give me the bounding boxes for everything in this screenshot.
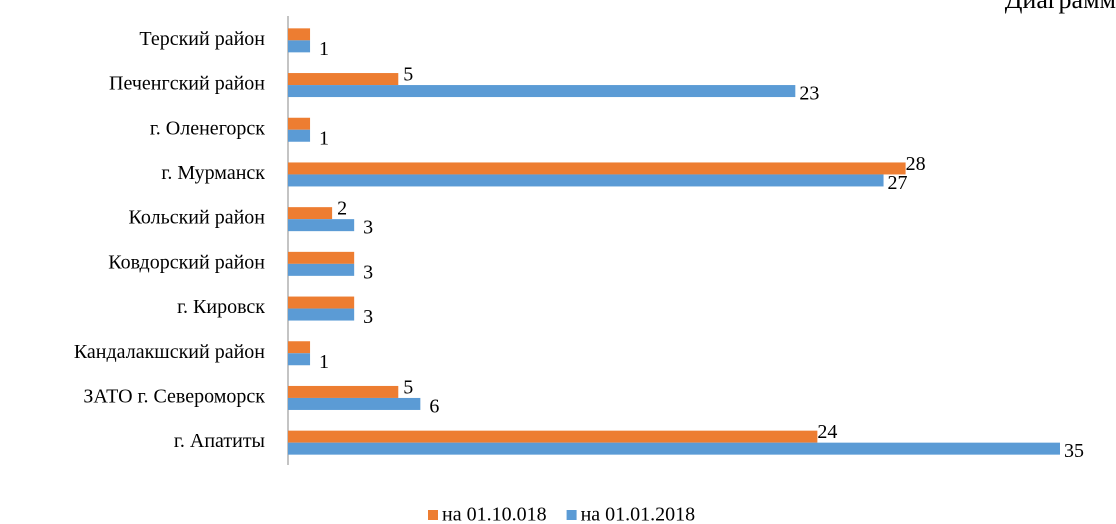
bar [288,117,311,130]
data-label: 3 [363,306,373,328]
category-label: Ковдорский район [108,251,265,273]
category-label: г. Кировск [177,296,265,318]
category-label: г. Мурманск [161,162,265,184]
category-label: г. Апатиты [174,430,265,452]
bar [288,40,311,53]
category-label: Терский район [139,28,265,50]
data-label: 27 [888,172,908,194]
bar [288,341,311,354]
data-label: 23 [799,83,819,105]
bar [288,28,311,41]
legend-label: на 01.10.018 [442,504,547,524]
data-label: 35 [1064,440,1084,462]
bar [288,397,421,410]
category-label: Печенгский район [109,73,265,95]
bar [288,219,355,232]
data-label: 2 [337,198,347,220]
legend-swatch [566,510,577,520]
data-label: 28 [906,153,926,175]
legend-label: на 01.01.2018 [581,504,696,524]
data-label: 6 [429,396,439,418]
bar [288,174,884,187]
data-label: 3 [363,261,373,283]
bar [288,263,355,276]
category-label: Кандалакшский район [74,341,265,363]
legend-swatch [428,510,438,520]
data-label: 5 [403,377,413,399]
data-label: 1 [319,127,329,149]
bar [288,308,355,321]
bar [288,207,333,220]
bar [288,385,399,398]
data-label: 24 [817,421,837,443]
data-label: 1 [319,351,329,373]
bar [288,296,355,309]
bar [288,129,311,142]
data-label: 5 [403,64,413,86]
bar [288,353,311,366]
category-label: ЗАТО г. Североморск [83,386,265,408]
data-label: 1 [319,38,329,60]
bar [288,85,796,98]
category-label: г. Оленегорск [150,117,265,139]
bar [288,73,399,86]
bar [288,430,818,443]
chart-title: Диаграмм [1005,0,1116,14]
bar [288,162,906,175]
bar [288,251,355,264]
category-label: Кольский район [129,207,266,229]
bar [288,442,1060,455]
data-label: 3 [363,217,373,239]
